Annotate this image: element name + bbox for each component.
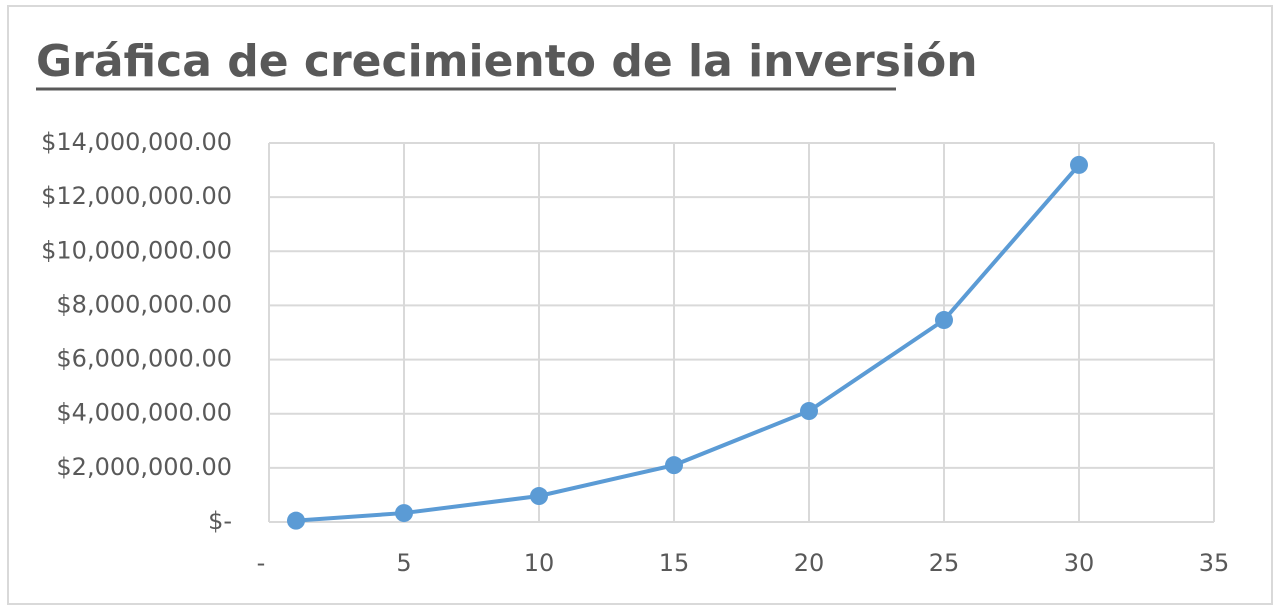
x-tick-label: - [257,549,266,577]
x-tick-label: 35 [1199,549,1230,577]
y-tick-label: $10,000,000.00 [41,236,232,264]
y-tick-label: $- [208,507,232,535]
x-tick-label: 25 [929,549,960,577]
data-point [935,311,953,330]
x-tick-label: 5 [396,549,411,577]
x-tick-label: 15 [659,549,690,577]
y-tick-label: $14,000,000.00 [41,128,232,156]
y-tick-label: $2,000,000.00 [56,453,232,481]
data-point [287,511,305,530]
x-tick-label: 10 [524,549,555,577]
data-point [530,487,548,506]
y-tick-label: $12,000,000.00 [41,182,232,210]
x-tick-label: 30 [1064,549,1095,577]
data-point [1070,155,1088,174]
data-point [800,402,818,421]
x-tick-label: 20 [794,549,825,577]
y-tick-label: $6,000,000.00 [56,345,232,373]
y-tick-label: $8,000,000.00 [56,290,232,318]
chart-title: Gráfica de crecimiento de la inversión [36,36,978,87]
data-point [665,456,683,475]
data-point [395,504,413,523]
y-tick-label: $4,000,000.00 [56,399,232,427]
